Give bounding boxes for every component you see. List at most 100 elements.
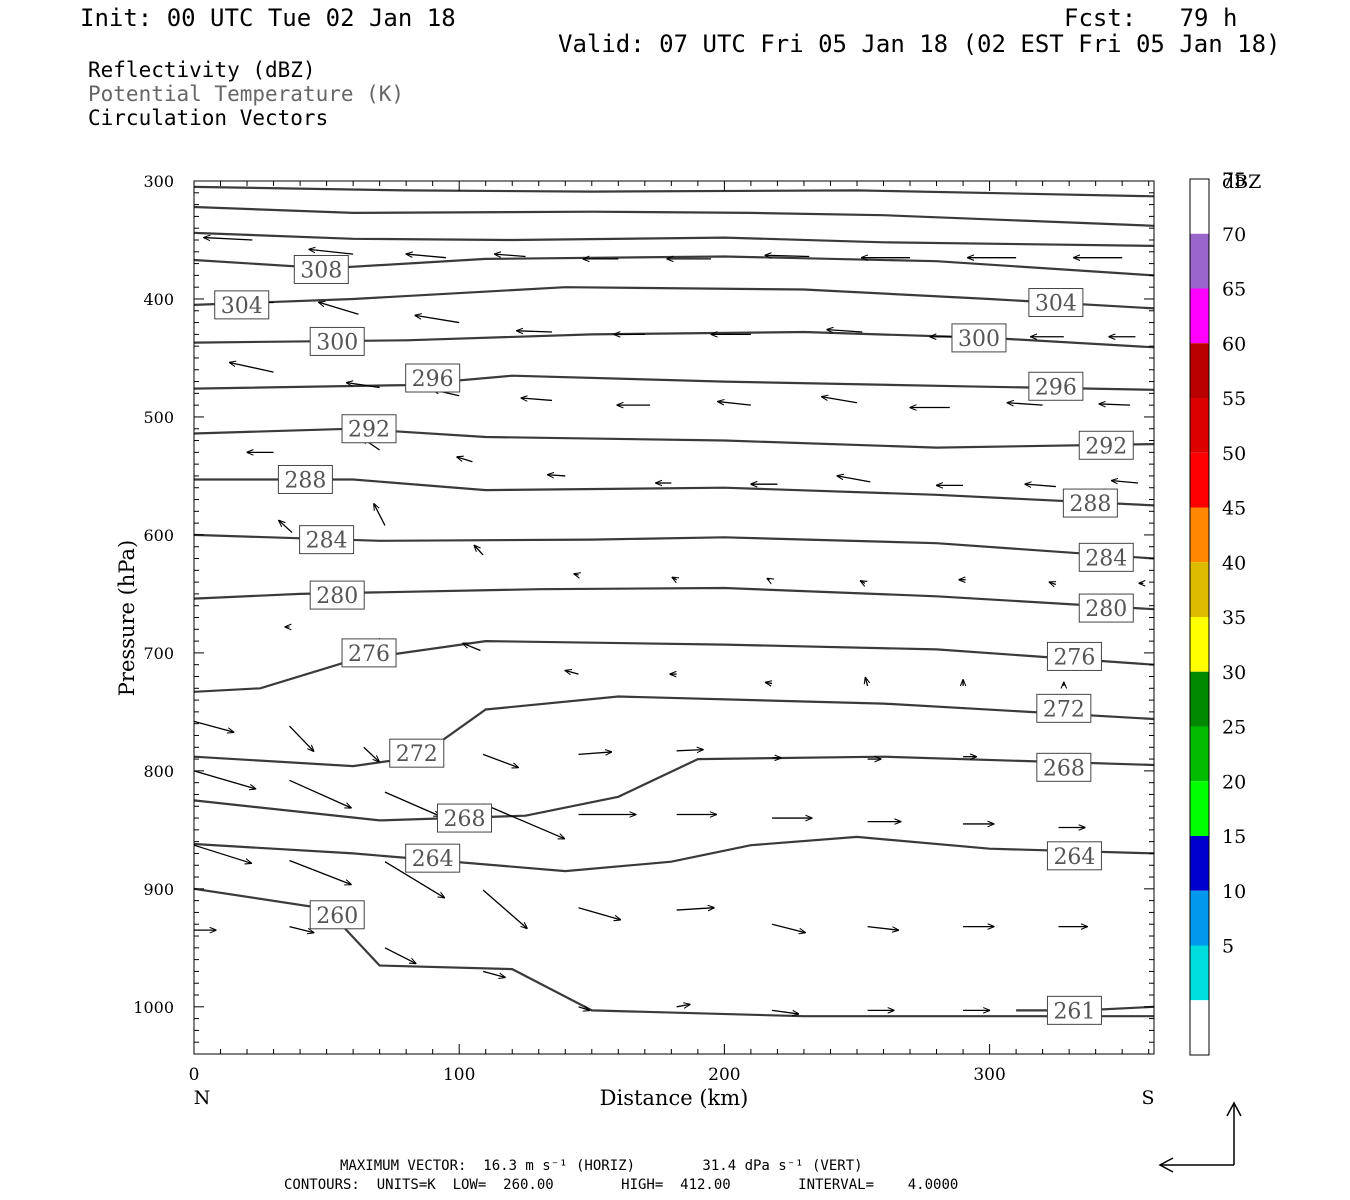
circulation-vector [363, 746, 379, 761]
colorbar-band [1190, 233, 1209, 289]
y-tick-label: 400 [143, 290, 174, 309]
isentrope-label-box [341, 414, 397, 444]
contours-text: CONTOURS: UNITS=K LOW= 260.00 HIGH= 412.… [284, 1177, 959, 1193]
isentrope-label-box [1062, 488, 1118, 518]
isentrope-label-box [309, 326, 365, 356]
colorbar-tick-label: 45 [1222, 498, 1246, 520]
circulation-vector [482, 970, 505, 977]
isentrope-label-box [1078, 593, 1134, 623]
isentrope-label-box [214, 290, 270, 320]
isentrope-line [193, 639, 1155, 693]
x-axis-label: Distance (km) [600, 1086, 749, 1110]
x-end-label-right: S [1141, 1087, 1154, 1109]
isentrope-line [193, 755, 1155, 822]
circulation-vector [204, 238, 253, 240]
circulation-vector [457, 457, 473, 463]
isentrope-label: 284 [1085, 546, 1127, 571]
isentrope-line [193, 374, 1155, 391]
circulation-vector [822, 397, 858, 404]
circulation-vector [1112, 481, 1139, 483]
circulation-vector [482, 889, 527, 928]
y-tick-label: 1000 [133, 998, 174, 1017]
colorbar: 75 70 65 60 55 50 45 40 35 30 25 20 15 10 5 dBZ [1189, 169, 1261, 1056]
isentrope-line [194, 478, 1155, 507]
isentrope-line [193, 231, 1155, 247]
circulation-vector [574, 574, 578, 575]
isentrope-line [193, 835, 1155, 873]
isentrope-label-box [1046, 841, 1102, 871]
circulation-vector [384, 791, 440, 816]
colorbar-tick-label: 55 [1222, 388, 1246, 410]
circulation-vector [767, 579, 769, 580]
field-reflectivity: Reflectivity (dBZ) [88, 58, 316, 82]
isentrope-label-box [277, 464, 333, 494]
colorbar-tick-label: 65 [1222, 279, 1246, 301]
colorbar-band [1190, 452, 1209, 508]
colorbar-band [1190, 945, 1209, 1001]
isentrope-label: 272 [1043, 697, 1085, 722]
circulation-vector [384, 861, 444, 898]
colorbar-band [1190, 398, 1209, 453]
isentrope-label-box [1036, 693, 1092, 723]
circulation-vector [578, 907, 621, 920]
circulation-vector [374, 504, 386, 526]
circulation-vector [771, 923, 805, 932]
isentrope-label: 280 [316, 584, 358, 609]
colorbar-band [1190, 343, 1209, 398]
colorbar-band [1190, 617, 1209, 672]
isentrope-label: 288 [1069, 492, 1111, 517]
isentrope-label: 288 [284, 468, 326, 493]
isentrope-label-box [293, 254, 349, 284]
init-time: Init: 00 UTC Tue 02 Jan 18 [80, 4, 456, 32]
isentrope-label-box [951, 323, 1007, 353]
isentrope-label: 292 [1085, 434, 1127, 459]
circulation-vector [676, 750, 703, 751]
y-axis-label: Pressure (hPa) [115, 540, 139, 696]
reference-vector-icon [1158, 1101, 1242, 1173]
colorbar-band [1190, 726, 1209, 782]
colorbar-band [1190, 781, 1209, 836]
circulation-vector [1007, 403, 1043, 405]
isentrope-label: 264 [1053, 845, 1095, 870]
isentrope-label-box [1028, 371, 1084, 401]
circulation-vector [289, 779, 351, 808]
circulation-vector [837, 476, 871, 483]
circulation-vector [289, 725, 313, 751]
y-tick-label: 900 [143, 880, 174, 899]
colorbar-tick-label: 50 [1222, 443, 1246, 465]
circulation-vector [230, 363, 274, 373]
isentrope-line [193, 695, 1155, 768]
colorbar-tick-label: 15 [1222, 826, 1246, 848]
circulation-vector [482, 753, 518, 767]
circulation-vector [861, 581, 865, 583]
isentrope-label: 261 [1053, 999, 1095, 1024]
field-circulation-vectors: Circulation Vectors [88, 106, 329, 130]
colorbar-band [1190, 1000, 1209, 1055]
isentrope-line [193, 205, 1155, 227]
colorbar-tick-label: 10 [1222, 881, 1246, 903]
circulation-vector [1049, 582, 1056, 584]
isentrope-label-box [299, 525, 355, 555]
isentrope-line [193, 427, 1155, 449]
isentrope-label-box [1036, 752, 1092, 782]
isentrope-label-box [1028, 288, 1084, 318]
isentrope-labels: 308 304 304 300 300 296 296 292 292 288 288 284 284 2… [214, 254, 1134, 1025]
y-tick-label: 800 [143, 762, 174, 781]
isentrope-label-box [1078, 430, 1134, 460]
colorbar-tick-label: 35 [1222, 607, 1246, 629]
isentrope-label: 276 [1053, 645, 1095, 670]
colorbar-tick-label: 60 [1222, 333, 1246, 355]
x-tick-label: 200 [708, 1065, 740, 1085]
colorbar-tick-label: 70 [1222, 224, 1246, 246]
circulation-vector [865, 678, 867, 687]
isentrope-label-box [405, 363, 461, 393]
circulation-vector [193, 770, 256, 789]
circulation-vector [676, 1004, 690, 1006]
isentrope-label: 296 [412, 367, 454, 392]
circulation-vector [347, 383, 380, 389]
circulation-vector [548, 475, 566, 476]
circulation-vector [406, 254, 446, 259]
isentrope-label: 264 [412, 847, 454, 872]
maximum-vector-text: MAXIMUM VECTOR: 16.3 m s⁻¹ (HORIZ) 31.4 … [340, 1158, 863, 1174]
